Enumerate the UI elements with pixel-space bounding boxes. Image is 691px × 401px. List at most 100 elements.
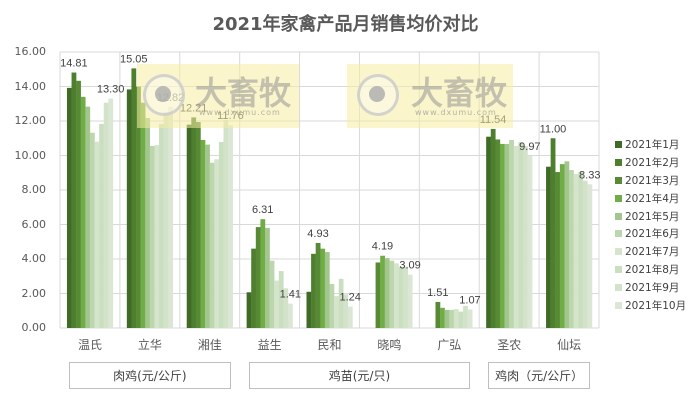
data-label: 6.31 — [252, 204, 273, 216]
bar — [347, 306, 353, 328]
y-tick-label: 8.00 — [21, 183, 47, 196]
bar — [463, 305, 468, 328]
bar — [214, 159, 220, 328]
bar — [564, 161, 570, 328]
bar — [200, 139, 206, 328]
y-tick-label: 14.00 — [14, 79, 47, 93]
bar — [311, 253, 316, 328]
data-label: 13.30 — [97, 84, 125, 96]
bar — [343, 294, 349, 328]
bar — [195, 122, 201, 328]
data-label: 4.93 — [307, 228, 328, 240]
bar — [136, 86, 141, 328]
legend-swatch-icon — [615, 283, 622, 291]
bar — [329, 284, 335, 328]
bar — [389, 260, 395, 328]
bar — [403, 266, 408, 328]
bar — [283, 288, 289, 328]
data-label: 1.51 — [427, 287, 448, 299]
watermark-brand: 大畜牧 — [195, 74, 292, 112]
bar — [449, 309, 455, 328]
watermark-right: 大畜牧 www.dxumu.com — [347, 64, 513, 128]
legend-label: 2021年6月 — [625, 228, 680, 241]
bar — [71, 72, 77, 328]
bar — [509, 139, 514, 328]
bar — [108, 98, 114, 328]
legend-item: 2021年4月 — [615, 189, 686, 207]
legend-label: 2021年8月 — [625, 263, 680, 276]
bar — [269, 260, 275, 328]
bar — [85, 106, 91, 329]
x-category-label: 圣农 — [497, 338, 522, 352]
bar — [103, 102, 109, 328]
watermark-logo-icon — [143, 74, 185, 116]
bar — [393, 263, 399, 328]
data-label: 9.97 — [519, 141, 540, 153]
legend-item: 2021年10月 — [615, 296, 686, 314]
bar — [324, 252, 330, 328]
bar — [467, 309, 473, 328]
bar — [499, 143, 505, 328]
bar — [504, 143, 510, 328]
y-tick-label: 4.00 — [21, 252, 47, 265]
legend-label: 2021年2月 — [625, 157, 680, 170]
legend-item: 2021年7月 — [615, 243, 686, 261]
bar — [66, 87, 72, 328]
watermark-url: www.dxumu.com — [199, 108, 281, 117]
bar — [154, 145, 160, 328]
bar — [550, 138, 556, 328]
bar — [587, 184, 593, 328]
legend-item: 2021年3月 — [615, 172, 686, 190]
y-tick-label: 0.00 — [21, 321, 47, 334]
bar — [573, 173, 579, 328]
bar — [218, 142, 224, 328]
bar — [76, 80, 81, 329]
bar — [209, 162, 215, 328]
legend-swatch-icon — [615, 159, 622, 167]
bar — [288, 303, 293, 328]
legend-item: 2021年2月 — [615, 154, 686, 172]
bar — [149, 146, 155, 328]
bar — [265, 227, 270, 328]
bar — [582, 180, 588, 328]
bar — [440, 307, 445, 328]
bar — [522, 146, 528, 328]
bar — [518, 142, 524, 328]
legend-label: 2021年10月 — [625, 299, 687, 312]
bar — [320, 248, 326, 328]
bar — [306, 291, 312, 328]
bar — [458, 311, 464, 328]
bar — [159, 123, 164, 329]
bar — [278, 271, 284, 328]
data-label: 4.19 — [372, 241, 393, 253]
bar — [398, 266, 404, 328]
bar — [338, 278, 344, 328]
legend-swatch-icon — [615, 194, 622, 202]
x-category-label: 温氏 — [77, 338, 102, 352]
bar — [380, 255, 385, 328]
x-category-label: 民和 — [317, 338, 342, 352]
bar — [490, 128, 496, 328]
bar — [246, 292, 252, 328]
y-tick-label: 12.00 — [14, 114, 47, 127]
bar — [94, 141, 100, 328]
bar — [99, 123, 104, 329]
bar — [89, 132, 95, 328]
bar — [255, 227, 261, 328]
data-label: 1.07 — [459, 295, 480, 307]
legend-label: 2021年3月 — [625, 174, 680, 187]
bar — [513, 146, 519, 328]
category-group-box: 肉鸡(元/公斤) — [69, 362, 231, 389]
category-group-box: 鸡苗(元/只) — [248, 362, 471, 389]
watermark-logo-icon — [357, 74, 399, 116]
legend-label: 2021年9月 — [625, 281, 680, 294]
watermark-url: www.dxumu.com — [415, 108, 497, 117]
legend-swatch-icon — [615, 212, 622, 220]
legend-label: 2021年4月 — [625, 192, 680, 205]
legend-item: 2021年5月 — [615, 207, 686, 225]
bar — [546, 166, 551, 328]
bar — [495, 139, 501, 328]
legend-item: 2021年6月 — [615, 225, 686, 243]
legend-swatch-icon — [615, 265, 622, 273]
